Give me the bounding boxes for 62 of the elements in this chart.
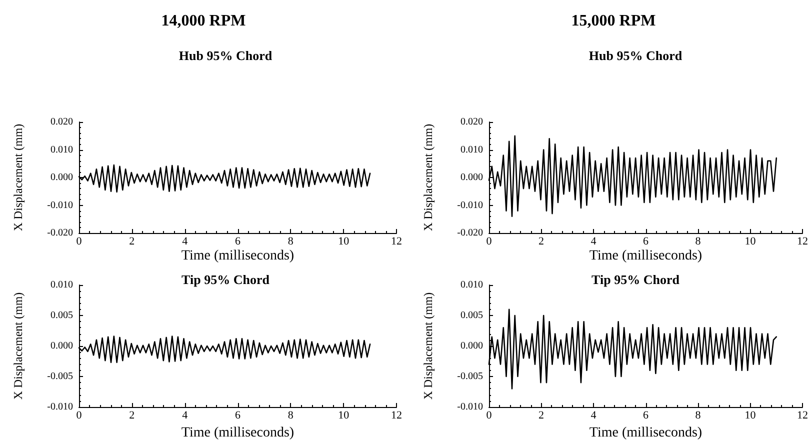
x-tick-label: 6 <box>235 236 241 248</box>
y-tick-label: 0.005 <box>460 310 483 321</box>
y-axis-title: X Displacement (mm) <box>11 292 25 400</box>
y-axis-title: X Displacement (mm) <box>421 292 435 400</box>
x-axis-title: Time (milliseconds) <box>181 248 294 264</box>
y-tick-label: 0.000 <box>50 172 73 183</box>
x-tick-label: 2 <box>129 236 135 248</box>
chart-subtitle: 14,000 RPM <box>161 12 246 30</box>
x-tick-label: 6 <box>643 410 649 422</box>
y-tick-label: 0.005 <box>50 310 73 321</box>
x-tick-label: 10 <box>744 236 756 248</box>
y-tick-label: -0.010 <box>457 402 483 412</box>
y-axis-title: X Displacement (mm) <box>11 124 25 232</box>
y-tick-label: 0.010 <box>460 280 483 290</box>
x-tick-label: 12 <box>797 410 808 422</box>
x-tick-label: 0 <box>486 410 492 422</box>
y-tick-label: -0.010 <box>47 200 73 211</box>
x-tick-label: 8 <box>288 410 294 422</box>
x-tick-label: 2 <box>129 410 135 422</box>
x-tick-label: 10 <box>338 236 350 248</box>
y-tick-label: -0.020 <box>457 228 483 238</box>
chart-subtitle: 15,000 RPM <box>571 12 656 30</box>
y-tick-label: 0.020 <box>460 116 483 128</box>
x-axis-title: Time (milliseconds) <box>589 425 702 440</box>
chart-title: Hub 95% Chord <box>588 48 683 63</box>
x-tick-label: 8 <box>288 236 294 248</box>
x-tick-label: 12 <box>797 236 808 248</box>
y-tick-label: 0.010 <box>460 144 483 156</box>
x-tick-label: 6 <box>643 236 649 248</box>
chart-title: Tip 95% Chord <box>592 272 680 287</box>
y-tick-label: -0.020 <box>47 228 73 238</box>
x-axis-title: Time (milliseconds) <box>181 425 294 440</box>
y-axis-title: X Displacement (mm) <box>421 124 435 232</box>
x-tick-label: 0 <box>76 236 82 248</box>
x-tick-label: 8 <box>695 236 702 248</box>
y-tick-label: -0.010 <box>47 402 73 412</box>
x-tick-label: 8 <box>695 410 702 422</box>
x-tick-label: 6 <box>235 410 241 422</box>
y-tick-label: -0.005 <box>457 371 483 382</box>
x-tick-label: 4 <box>590 410 597 422</box>
y-tick-label: -0.010 <box>457 200 483 211</box>
x-tick-label: 0 <box>76 410 82 422</box>
y-tick-label: 0.000 <box>460 340 483 352</box>
x-tick-label: 10 <box>744 410 756 422</box>
x-tick-label: 10 <box>338 410 350 422</box>
x-tick-label: 4 <box>590 236 597 248</box>
x-tick-label: 4 <box>182 410 188 422</box>
chart-title: Hub 95% Chord <box>178 48 273 63</box>
y-tick-label: 0.000 <box>460 172 483 183</box>
y-tick-label: 0.020 <box>50 116 73 128</box>
x-tick-label: 2 <box>538 410 544 422</box>
y-tick-label: -0.005 <box>47 371 73 382</box>
x-tick-label: 0 <box>486 236 492 248</box>
x-axis-title: Time (milliseconds) <box>589 248 702 264</box>
y-tick-label: 0.010 <box>50 280 73 290</box>
x-tick-label: 12 <box>391 236 402 248</box>
x-tick-label: 4 <box>182 236 188 248</box>
x-tick-label: 12 <box>391 410 402 422</box>
x-tick-label: 2 <box>538 236 544 248</box>
y-tick-label: 0.010 <box>50 144 73 156</box>
chart-title: Tip 95% Chord <box>182 272 270 287</box>
y-tick-label: 0.000 <box>50 340 73 352</box>
